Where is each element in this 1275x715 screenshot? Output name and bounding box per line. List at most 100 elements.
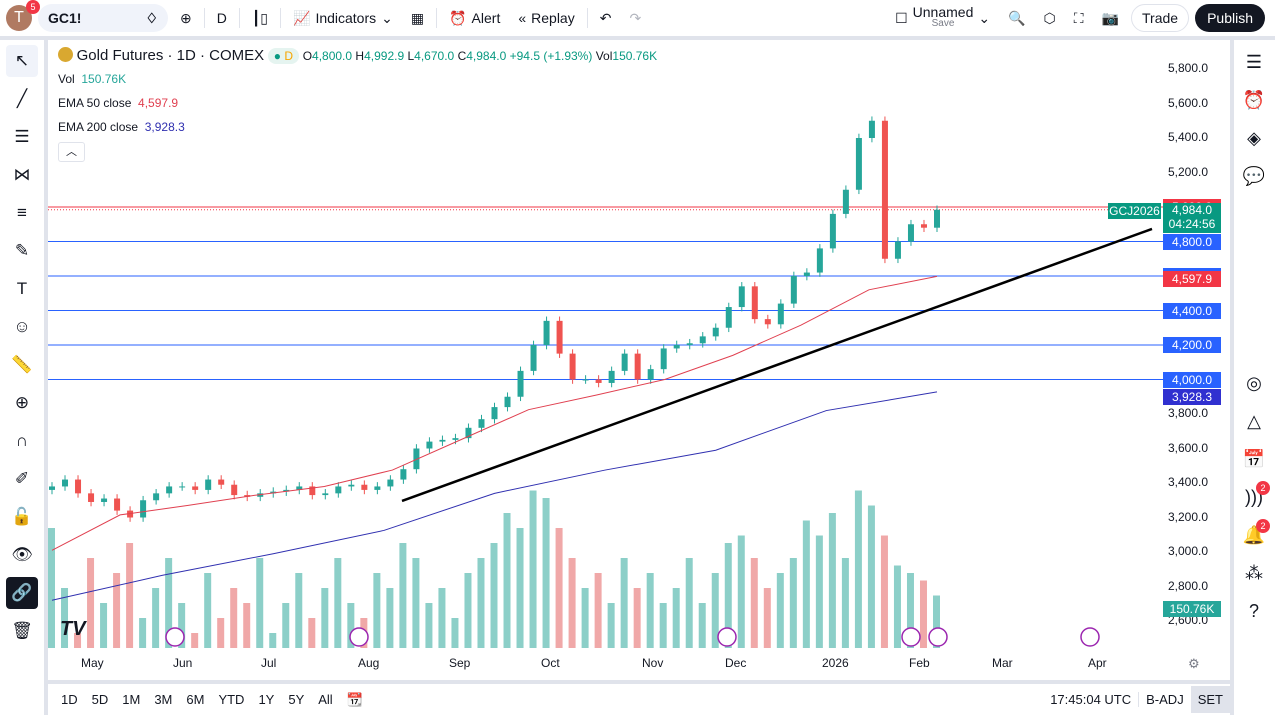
range-button-1y[interactable]: 1Y [258, 692, 275, 707]
range-button-ytd[interactable]: YTD [218, 692, 245, 707]
candle [673, 345, 680, 349]
range-button-1m[interactable]: 1M [122, 692, 141, 707]
volume-bar [74, 633, 82, 648]
calendar-icon[interactable]: 📅 [1242, 448, 1266, 469]
volume-bar [399, 543, 407, 648]
interval-button[interactable]: D [216, 10, 227, 26]
magnet-icon[interactable]: ∩ [15, 431, 29, 450]
fullscreen-button[interactable]: ⛶ [1068, 4, 1090, 32]
axis-settings-icon[interactable]: ⚙ [1188, 656, 1200, 671]
brush-icon[interactable]: ✎ [14, 241, 30, 260]
alerts-clock-icon[interactable]: ⏰ [1242, 89, 1266, 110]
symbol-search[interactable]: GC1! ♢ [38, 4, 168, 32]
settings-button[interactable]: ⬡ [1038, 4, 1062, 32]
range-button-5d[interactable]: 5D [91, 692, 109, 707]
range-button-all[interactable]: All [318, 692, 333, 707]
undo-button[interactable]: ↶ [594, 4, 618, 32]
link-icon[interactable]: 🔗 [6, 577, 38, 609]
volume-bar [256, 558, 264, 648]
price-label: 4,800.0 [1163, 233, 1221, 250]
event-marker-icon [928, 627, 948, 647]
chart-pane[interactable]: Gold Futures · 1D · COMEX ● D O4,800.0 H… [48, 40, 1230, 680]
chevron-down-icon: ⌄ [978, 9, 991, 26]
emoji-icon[interactable]: ☺ [13, 317, 31, 336]
candle [413, 448, 420, 470]
tradingview-logo[interactable]: TV [60, 618, 86, 640]
publish-button[interactable]: Publish [1195, 4, 1265, 32]
cursor-icon[interactable]: ↖ [6, 45, 38, 77]
candle [803, 272, 810, 276]
candle [478, 419, 485, 428]
divider [436, 8, 438, 28]
price-tick: 3,000.0 [1168, 544, 1209, 558]
collapse-legend-button[interactable]: ︿ [58, 142, 85, 162]
watchlist-icon[interactable]: ☰ [1245, 51, 1263, 72]
volume-bar [776, 573, 784, 648]
bell-icon[interactable]: 🔔 2 [1238, 519, 1270, 551]
ema50-legend[interactable]: EMA 50 close 4,597.9 [58, 96, 178, 110]
volume-bar [48, 528, 55, 648]
ruler-icon[interactable]: 📏 [11, 355, 33, 374]
pyramid-icon[interactable]: △ [1247, 410, 1261, 431]
compare-button[interactable]: ⊕ [174, 4, 198, 32]
trash-icon[interactable]: 🗑 [11, 621, 33, 640]
candle [127, 510, 134, 518]
trendline-icon[interactable]: ╱ [16, 89, 28, 108]
ema50-value: 4,597.9 [138, 96, 179, 110]
time-axis-label: Aug [358, 656, 380, 670]
candle [257, 493, 264, 497]
redo-button[interactable]: ↷ [623, 4, 647, 32]
alert-button[interactable]: ⏰ Alert [443, 4, 506, 32]
square-icon: ☐ [895, 9, 908, 26]
layout-button[interactable]: ☐ Unnamed Save ⌄ [889, 4, 996, 32]
target-icon[interactable]: ◎ [1246, 372, 1262, 393]
chart-type-button[interactable]: ┃▯ [246, 4, 274, 32]
pattern-icon[interactable]: ⋈ [13, 165, 31, 184]
adjustment-toggle[interactable]: B-ADJ [1138, 692, 1191, 707]
ema200-legend[interactable]: EMA 200 close 3,928.3 [58, 120, 185, 134]
eye-icon[interactable]: 👁 [11, 545, 33, 564]
lock-icon[interactable]: 🔓 [11, 507, 33, 526]
stream-icon[interactable]: ))) 2 [1238, 481, 1270, 513]
lock-draw-icon[interactable]: ✐ [14, 469, 30, 488]
session-toggle[interactable]: SET [1190, 686, 1230, 713]
range-button-1d[interactable]: 1D [61, 692, 78, 707]
time-axis-label: 2026 [822, 656, 849, 670]
trade-button[interactable]: Trade [1131, 4, 1190, 32]
range-button-5y[interactable]: 5Y [288, 692, 305, 707]
help-icon[interactable]: ? [1248, 600, 1259, 621]
text-icon[interactable]: T [16, 279, 28, 298]
candle [205, 479, 212, 490]
quick-search-button[interactable]: 🔍 [1002, 4, 1031, 32]
vol-indicator-value: 150.76K [81, 72, 127, 86]
volume-bar [295, 573, 303, 648]
volume-bar [919, 580, 927, 648]
layers-icon[interactable]: ◈ [1247, 127, 1261, 148]
horizontal-lines-icon[interactable]: ☰ [14, 127, 30, 146]
templates-button[interactable]: ▦ [405, 4, 430, 32]
fib-icon[interactable]: ≡ [17, 203, 27, 222]
range-button-3m[interactable]: 3M [154, 692, 173, 707]
price-tick: 3,200.0 [1168, 509, 1209, 524]
volume-bar [698, 603, 706, 648]
chat-icon[interactable]: 💬 [1242, 165, 1266, 186]
symbol-title[interactable]: Gold Futures · 1D · COMEX [76, 47, 265, 64]
zoom-icon[interactable]: ⊕ [14, 393, 30, 412]
clock[interactable]: 17:45:04 UTC [1050, 692, 1132, 707]
candle [517, 370, 524, 397]
apps-icon[interactable]: ⁂ [1245, 562, 1263, 583]
volume-bar [620, 558, 628, 648]
indicators-button[interactable]: 📈 Indicators ⌄ [287, 4, 399, 32]
volume-bar [516, 528, 524, 648]
range-button-6m[interactable]: 6M [186, 692, 205, 707]
volume-bar [178, 603, 186, 648]
volume-legend[interactable]: Vol 150.76K [58, 72, 126, 86]
price-chart[interactable] [48, 40, 1230, 680]
chevron-up-icon: ︿ [66, 146, 77, 158]
snapshot-button[interactable]: 📷 [1096, 4, 1125, 32]
replay-button[interactable]: «Replay [512, 4, 580, 32]
candle [829, 213, 836, 249]
date-range-icon[interactable]: 📆 [346, 691, 363, 707]
